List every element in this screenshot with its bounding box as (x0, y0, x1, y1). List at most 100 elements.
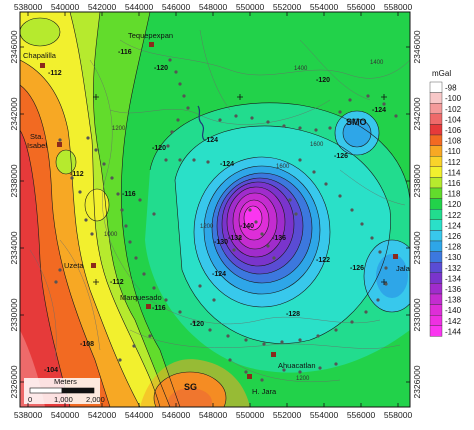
contour-label: -112 (110, 279, 124, 286)
legend-label: -100 (445, 94, 462, 103)
scale-bar-label-0: 0 (28, 395, 32, 404)
y-tick-label-left: 2338000 (9, 164, 19, 197)
x-tick-label-bottom: 556000 (347, 410, 376, 420)
x-tick-label-top: 542000 (88, 2, 117, 12)
x-tick-label-top: 544000 (125, 2, 154, 12)
elevation-label: 1200 (112, 126, 126, 132)
x-tick-label-top: 550000 (236, 2, 265, 12)
contour-label: -122 (316, 257, 330, 264)
x-tick-label-top: 558000 (384, 2, 413, 12)
contour-label: -124 (220, 161, 234, 168)
contour-label: -120 (190, 321, 204, 328)
elevation-label: 1200 (296, 376, 310, 382)
legend-swatch (429, 240, 443, 252)
x-tick-label-bottom: 558000 (384, 410, 413, 420)
y-tick-label-right: 2338000 (412, 164, 422, 197)
contour-label: -104 (44, 367, 58, 374)
legend-swatch (429, 325, 443, 337)
legend-swatch (429, 102, 443, 114)
legend-swatch (429, 166, 443, 178)
legend-label: -134 (445, 274, 462, 283)
legend-swatch (429, 219, 443, 231)
contour-label: -136 (272, 235, 286, 242)
y-tick-label-right: 2330000 (412, 298, 422, 331)
y-tick-label-right: 2342000 (412, 97, 422, 130)
legend-label: -142 (445, 317, 462, 326)
legend-swatch (429, 208, 443, 220)
x-tick-label-bottom: 544000 (125, 410, 154, 420)
legend-label: -112 (445, 158, 461, 167)
legend-label: -98 (445, 84, 457, 93)
legend-label: -144 (445, 327, 462, 336)
x-tick-label-top: 556000 (347, 2, 376, 12)
contour-label: -124 (372, 107, 386, 114)
legend-swatch (429, 262, 443, 274)
elevation-label: 1400 (370, 60, 384, 66)
y-axis-left: 2346000 2342000 2338000 2334000 2330000 23260… (9, 30, 24, 399)
legend-swatch (429, 304, 443, 316)
x-tick-label-bottom: 552000 (273, 410, 302, 420)
contour-label: -140 (240, 223, 254, 230)
legend-swatch (429, 155, 443, 167)
legend-swatch (429, 124, 443, 136)
place-label-marquesado: Marquesado (120, 293, 162, 302)
x-tick-label-top: 546000 (162, 2, 191, 12)
legend-swatch (429, 187, 443, 199)
place-label-sta-isabel: Sta. (30, 132, 43, 141)
contour-label: -116 (118, 49, 132, 56)
map-field: -116 -112 -120 -120 -124 -124 -126 -128 … (20, 12, 411, 407)
legend-label: -102 (445, 105, 462, 114)
legend-swatch (429, 81, 443, 93)
y-tick-label-left: 2330000 (9, 298, 19, 331)
contour-label: -124 (212, 271, 226, 278)
contour-label: -112 (48, 70, 62, 77)
elevation-label: 1600 (310, 142, 324, 148)
stream-line (197, 105, 205, 141)
legend-swatches: -98-100 -102-104 -106 -108-110 -112-114 -116 -… (429, 81, 462, 337)
x-tick-label-bottom: 554000 (310, 410, 339, 420)
scale-bar: Meters 0 1,000 2,000 (24, 377, 105, 404)
elevation-label: 1000 (104, 232, 118, 238)
legend-label: -104 (445, 115, 462, 124)
contour-label: -120 (316, 77, 330, 84)
grid-crosses (93, 94, 387, 285)
legend-label: -118 (445, 190, 461, 199)
legend-label: -110 (445, 147, 461, 156)
scale-bar-label-1000: 1,000 (54, 395, 73, 404)
legend-label: -136 (445, 285, 462, 294)
x-tick-label-bottom: 538000 (14, 410, 43, 420)
legend-label: -140 (445, 306, 462, 315)
contour-label: -126 (334, 153, 348, 160)
place-label-ahuacatlan: Ahuacatlan (278, 361, 316, 370)
contour-label: -126 (350, 265, 364, 272)
color-legend: mGal -98-100 -102-104 -106 -108-110 -112-114… (429, 69, 462, 337)
legend-unit: mGal (432, 69, 451, 78)
legend-label: -138 (445, 296, 462, 305)
contour-label: -132 (228, 235, 242, 242)
legend-swatch (429, 134, 443, 146)
x-tick-label-top: 552000 (273, 2, 302, 12)
contour-label: -130 (214, 239, 228, 246)
contour-label: -108 (80, 341, 94, 348)
contour-label: -116 (152, 305, 166, 312)
x-axis-bottom: 538000 540000 542000 544000 546000 548000 5500… (14, 403, 413, 420)
legend-swatch (429, 145, 443, 157)
y-tick-label-left: 2346000 (9, 30, 19, 63)
y-tick-label-left: 2342000 (9, 97, 19, 130)
legend-swatch (429, 293, 443, 305)
place-label-sta-isabel: Isabel (27, 141, 47, 150)
legend-label: -126 (445, 232, 462, 241)
contour-label: -120 (154, 65, 168, 72)
contour-label: -128 (286, 311, 300, 318)
town-markers (40, 42, 398, 379)
scale-bar-title: Meters (54, 377, 77, 386)
legend-label: -106 (445, 126, 462, 135)
map-frame (19, 11, 411, 408)
y-tick-label-left: 2326000 (9, 365, 19, 398)
scale-bar-label-2000: 2,000 (86, 395, 105, 404)
y-tick-label-left: 2334000 (9, 231, 19, 264)
legend-swatch (429, 251, 443, 263)
gravity-stations (54, 58, 398, 382)
place-label-jala: Jala (396, 264, 411, 273)
